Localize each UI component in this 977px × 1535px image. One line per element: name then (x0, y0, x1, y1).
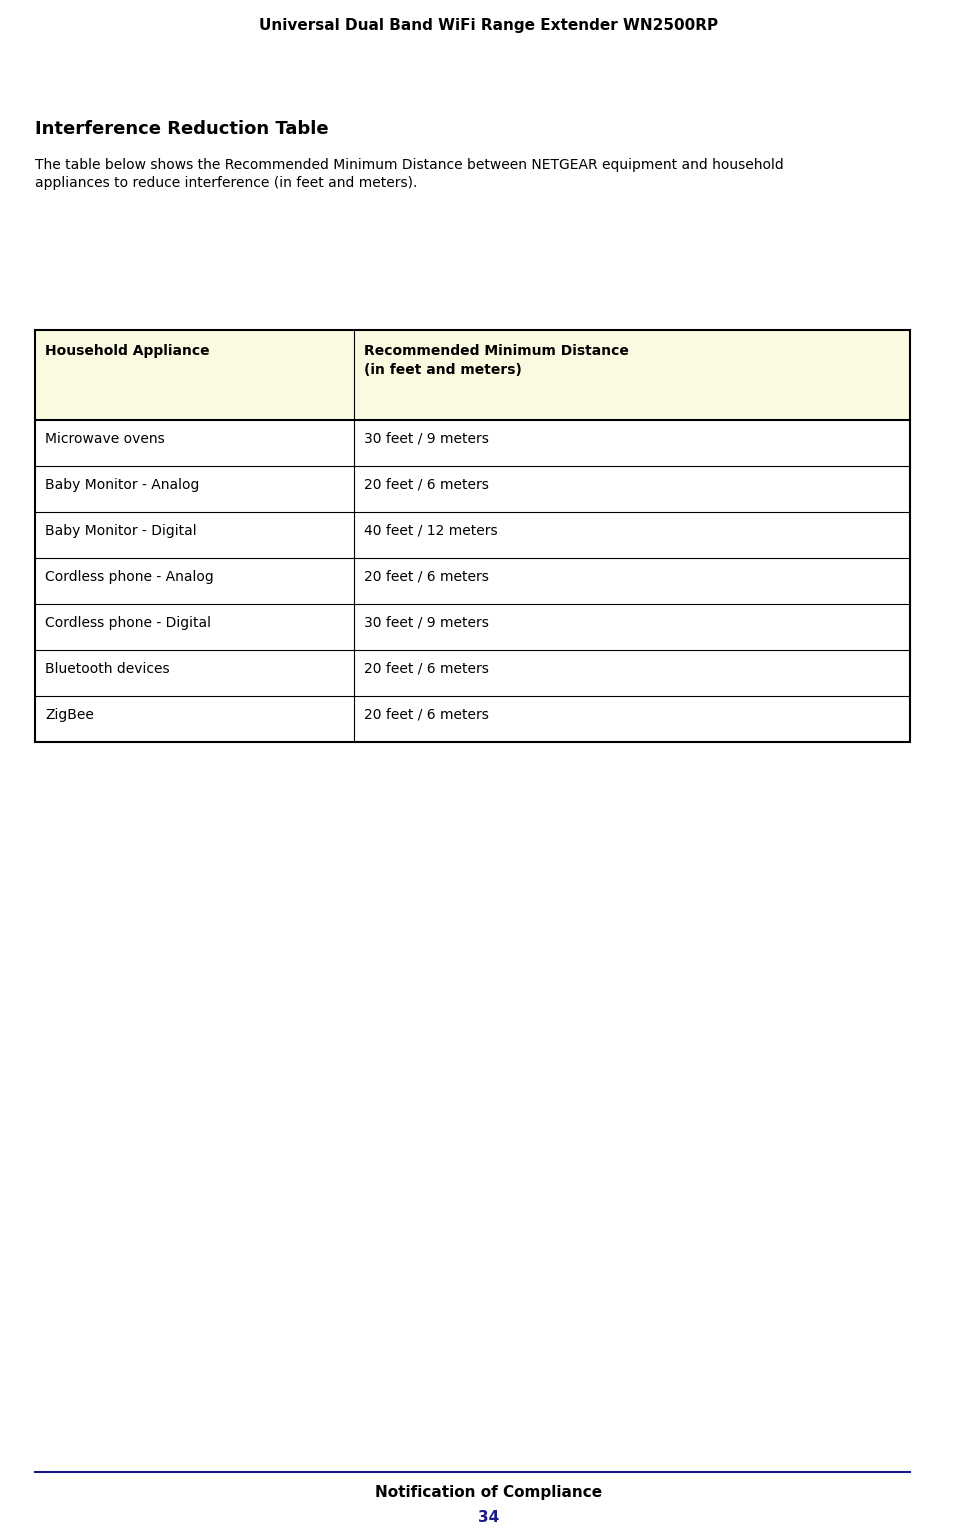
Text: Household Appliance: Household Appliance (45, 344, 209, 358)
Bar (35, 330, 909, 741)
Text: Baby Monitor - Analog: Baby Monitor - Analog (45, 477, 199, 493)
Text: 30 feet / 9 meters: 30 feet / 9 meters (364, 431, 488, 447)
Text: 20 feet / 6 meters: 20 feet / 6 meters (364, 708, 488, 721)
Text: 20 feet / 6 meters: 20 feet / 6 meters (364, 477, 488, 493)
Text: Cordless phone - Digital: Cordless phone - Digital (45, 616, 211, 629)
Text: Universal Dual Band WiFi Range Extender WN2500RP: Universal Dual Band WiFi Range Extender … (259, 18, 718, 32)
Text: 34: 34 (478, 1510, 499, 1524)
Text: 40 feet / 12 meters: 40 feet / 12 meters (364, 523, 497, 537)
Text: ZigBee: ZigBee (45, 708, 94, 721)
Text: 20 feet / 6 meters: 20 feet / 6 meters (364, 662, 488, 675)
Text: Notification of Compliance: Notification of Compliance (375, 1484, 602, 1500)
Bar (35, 330, 909, 421)
Text: Cordless phone - Analog: Cordless phone - Analog (45, 569, 214, 583)
Text: 20 feet / 6 meters: 20 feet / 6 meters (364, 569, 488, 583)
Text: The table below shows the Recommended Minimum Distance between NETGEAR equipment: The table below shows the Recommended Mi… (35, 158, 783, 190)
Text: 30 feet / 9 meters: 30 feet / 9 meters (364, 616, 488, 629)
Text: Interference Reduction Table: Interference Reduction Table (35, 120, 328, 138)
Text: Baby Monitor - Digital: Baby Monitor - Digital (45, 523, 196, 537)
Text: Bluetooth devices: Bluetooth devices (45, 662, 169, 675)
Text: Recommended Minimum Distance
(in feet and meters): Recommended Minimum Distance (in feet an… (364, 344, 628, 378)
Text: Microwave ovens: Microwave ovens (45, 431, 164, 447)
